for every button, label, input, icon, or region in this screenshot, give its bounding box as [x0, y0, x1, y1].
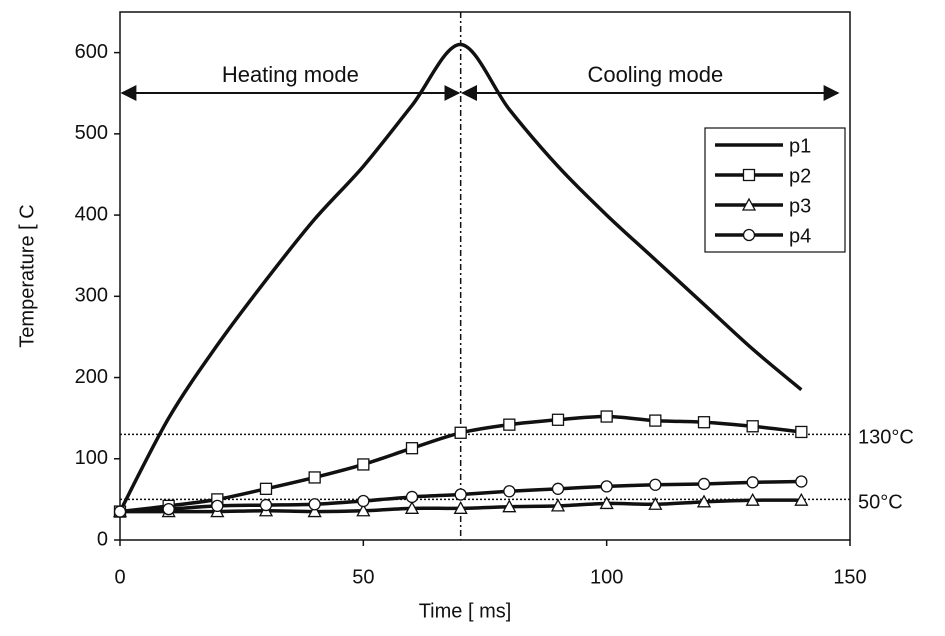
x-tick-label: 100 — [590, 566, 623, 588]
marker — [259, 482, 273, 495]
marker — [454, 488, 467, 501]
marker — [600, 480, 613, 493]
x-axis-label: Time [ ms] — [419, 600, 512, 622]
legend-box — [704, 127, 846, 253]
marker — [404, 500, 420, 514]
series-line — [118, 42, 803, 513]
marker — [308, 471, 321, 484]
marker — [599, 496, 614, 510]
annotation: Cooling mode — [587, 62, 723, 87]
marker — [113, 505, 127, 518]
marker — [648, 496, 663, 510]
marker — [356, 503, 371, 517]
marker — [551, 482, 565, 495]
marker — [741, 197, 757, 211]
marker — [357, 494, 370, 508]
legend-label: p3 — [789, 195, 811, 217]
marker — [742, 228, 756, 242]
y-tick-label: 600 — [75, 41, 108, 63]
y-tick-label: 500 — [75, 122, 108, 144]
marker — [746, 476, 759, 489]
y-tick-label: 0 — [97, 528, 108, 550]
plot-frame — [119, 11, 851, 541]
marker — [259, 498, 273, 512]
annotation: Heating mode — [222, 62, 359, 87]
marker — [745, 492, 760, 506]
marker — [405, 442, 419, 455]
marker — [697, 477, 711, 491]
y-axis-label: Temperature [ C — [16, 204, 38, 347]
marker — [503, 485, 516, 498]
y-tick-label: 300 — [75, 285, 108, 307]
marker — [795, 475, 808, 488]
y-tick-label: 400 — [75, 203, 108, 225]
y-tick-label: 100 — [75, 447, 108, 469]
marker — [357, 458, 370, 471]
marker — [162, 502, 175, 516]
marker — [697, 416, 711, 429]
marker — [795, 425, 808, 439]
threshold-label: 130°C — [858, 427, 914, 449]
marker — [600, 410, 613, 423]
marker — [502, 499, 517, 513]
marker — [453, 500, 468, 514]
marker — [454, 426, 467, 439]
marker — [550, 498, 566, 512]
marker — [794, 492, 809, 506]
marker — [696, 494, 712, 508]
marker — [742, 168, 756, 182]
x-tick-label: 0 — [114, 566, 125, 588]
marker — [746, 420, 759, 433]
marker — [308, 498, 321, 511]
marker — [649, 414, 662, 427]
marker — [307, 504, 322, 518]
legend-label: p2 — [789, 165, 811, 187]
legend-label: p4 — [789, 225, 811, 247]
y-tick-label: 200 — [75, 366, 108, 388]
marker — [405, 490, 419, 504]
threshold-label: 50°C — [858, 492, 903, 514]
marker — [211, 499, 224, 513]
x-tick-label: 50 — [352, 566, 374, 588]
marker — [551, 413, 565, 426]
x-tick-label: 150 — [833, 566, 866, 588]
marker — [503, 418, 516, 431]
marker — [649, 478, 662, 491]
legend-label: p1 — [789, 135, 811, 157]
